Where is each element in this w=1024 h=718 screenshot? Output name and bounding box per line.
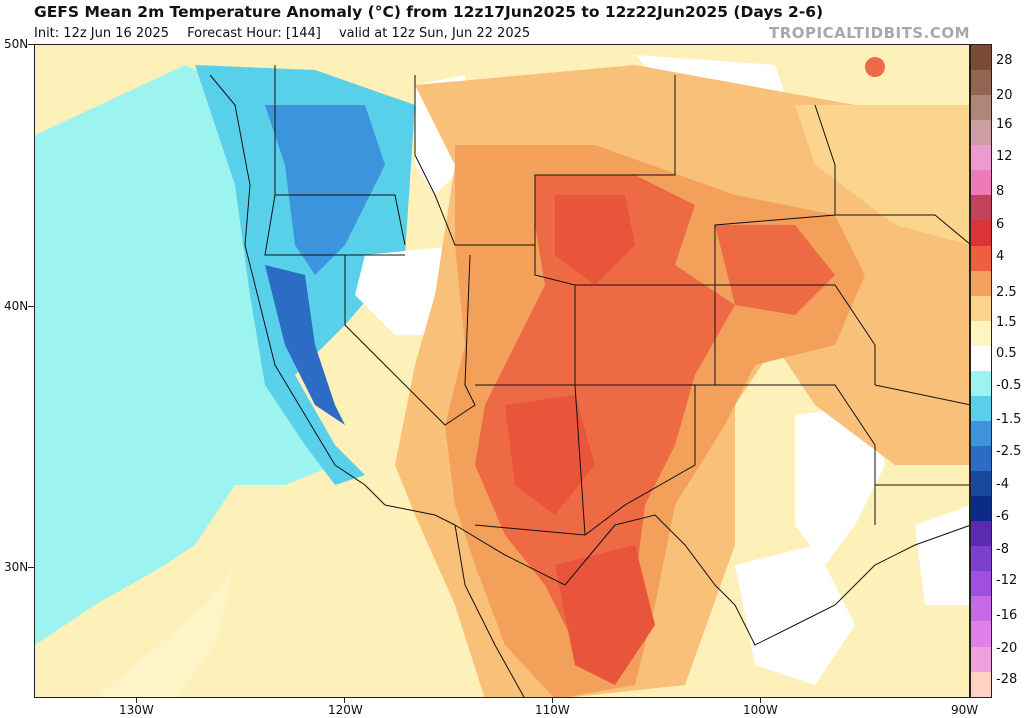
colorbar-label: -16 (996, 608, 1018, 623)
colorbar-segment (971, 370, 991, 396)
colorbar-label: 6 (996, 217, 1005, 232)
colorbar-segment (971, 95, 991, 121)
lon-tick (552, 698, 553, 703)
colorbar-segment (971, 145, 991, 171)
lat-tick (28, 306, 34, 307)
colorbar-label: -2.5 (996, 444, 1022, 459)
lon-label-100w: 100W (743, 703, 778, 717)
colorbar-segment (971, 496, 991, 522)
pacific-cool-region (35, 65, 335, 645)
colorbar-segment (971, 646, 991, 672)
colorbar-segment (971, 245, 991, 271)
colorbar-label: -12 (996, 573, 1018, 588)
colorbar-label: 16 (996, 117, 1013, 132)
forecast-hour: Forecast Hour: [144] (187, 26, 321, 41)
colorbar-label: 8 (996, 184, 1005, 199)
lon-label-90w: 90W (951, 703, 979, 717)
lat-tick (28, 567, 34, 568)
colorbar-label: 1.5 (996, 315, 1017, 330)
colorbar-segment (971, 571, 991, 597)
colorbar-label: -4 (996, 477, 1009, 492)
colorbar-segment (971, 446, 991, 472)
colorbar-label: -1.5 (996, 412, 1022, 427)
colorbar-label: 20 (996, 88, 1013, 103)
colorbar-label: -28 (996, 672, 1018, 687)
lat-label-40n: 40N (4, 299, 29, 313)
lat-tick (28, 44, 34, 45)
lon-tick (344, 698, 345, 703)
colorbar-label: 28 (996, 53, 1013, 68)
colorbar-segment (971, 345, 991, 371)
colorbar-segment (971, 120, 991, 146)
map-subtitle: Init: 12z Jun 16 2025 Forecast Hour: [14… (34, 26, 544, 41)
colorbar-segment (971, 471, 991, 497)
colorbar-segment (971, 521, 991, 547)
colorbar-segment (971, 546, 991, 572)
colorbar-segment (971, 395, 991, 421)
anomaly-map (35, 45, 969, 697)
colorbar-label: -6 (996, 509, 1009, 524)
brand-watermark: TROPICALTIDBITS.COM (769, 24, 970, 42)
colorbar-label: 4 (996, 249, 1005, 264)
colorbar-segment (971, 170, 991, 196)
map-title: GEFS Mean 2m Temperature Anomaly (°C) fr… (34, 3, 824, 21)
colorbar-segment (971, 45, 991, 71)
init-time: Init: 12z Jun 16 2025 (34, 26, 169, 41)
lon-tick (136, 698, 137, 703)
colorbar-segment (971, 70, 991, 96)
lat-label-30n: 30N (4, 560, 29, 574)
colorbar-segment (971, 220, 991, 246)
colorbar-label: 0.5 (996, 346, 1017, 361)
colorbar-segment (971, 671, 991, 697)
colorbar (970, 44, 992, 698)
lon-label-130w: 130W (119, 703, 154, 717)
colorbar-label: 12 (996, 149, 1013, 164)
valid-time: valid at 12z Sun, Jun 22 2025 (338, 26, 531, 41)
colorbar-segment (971, 621, 991, 647)
colorbar-segment (971, 420, 991, 446)
colorbar-segment (971, 195, 991, 221)
lat-label-50n: 50N (4, 37, 29, 51)
colorbar-segment (971, 596, 991, 622)
colorbar-segment (971, 295, 991, 321)
colorbar-segment (971, 270, 991, 296)
colorbar-label: -8 (996, 542, 1009, 557)
lon-tick (760, 698, 761, 703)
colorbar-label: 2.5 (996, 285, 1017, 300)
lon-label-110w: 110W (535, 703, 570, 717)
colorbar-label: -0.5 (996, 378, 1022, 393)
colorbar-label: -20 (996, 641, 1018, 656)
map-frame (34, 44, 970, 698)
colorbar-segment (971, 320, 991, 346)
lon-label-120w: 120W (328, 703, 363, 717)
